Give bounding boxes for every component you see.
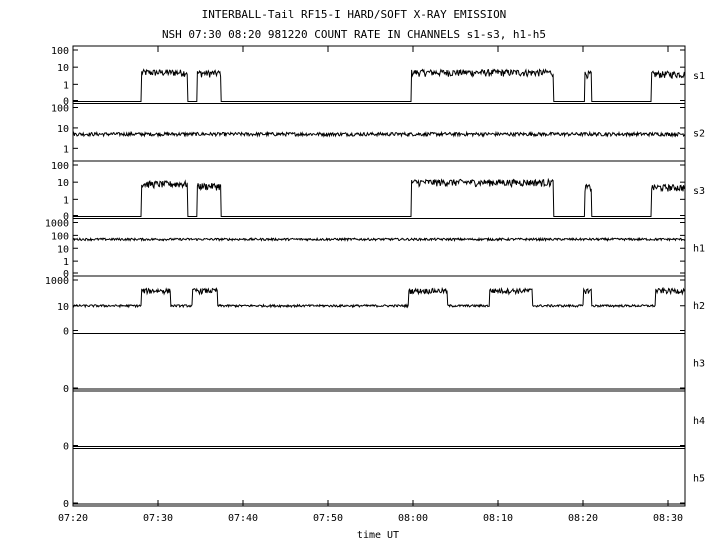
x-tick-label: 08:30 — [653, 513, 683, 524]
panel-frame-h1 — [72, 218, 686, 277]
panel-h5: 0 h5 — [63, 448, 705, 510]
series-line-s3 — [73, 177, 686, 217]
panel-frame-h5 — [72, 448, 686, 507]
y-tick-label-h1: 0 — [63, 269, 69, 280]
y-tick-label-s1: 100 — [51, 46, 69, 57]
panel-frame-h2 — [72, 275, 686, 334]
panel-label-s1: s1 — [693, 71, 705, 82]
panel-label-h5: h5 — [693, 473, 705, 484]
y-tick-label-h2: 0 — [63, 327, 69, 338]
x-tick-label: 08:20 — [568, 513, 598, 524]
y-tick-label-h1: 100 — [51, 231, 69, 242]
panel-frame-h3 — [72, 333, 686, 392]
series-line-s1 — [73, 68, 686, 102]
y-tick-label-s2: 100 — [51, 104, 69, 115]
x-axis-label: time UT — [357, 530, 399, 541]
panel-label-s2: s2 — [693, 128, 705, 139]
panel-group: 1001010s1100101s21001010s310001001010h11… — [45, 45, 705, 510]
panel-h3: 0 h3 — [63, 333, 705, 395]
x-tick-label: 07:30 — [143, 513, 173, 524]
y-tick-label-s3: 1 — [63, 195, 69, 206]
chart-title: INTERBALL-Tail RF15-I HARD/SOFT X-RAY EM… — [202, 8, 507, 21]
y-tick-label-h4: 0 — [63, 442, 69, 453]
y-tick-label-s2: 10 — [57, 124, 69, 135]
panel-label-h3: h3 — [693, 358, 705, 369]
y-tick-label-s1: 10 — [57, 63, 69, 74]
panel-label-h1: h1 — [693, 243, 705, 254]
y-tick-label-h3: 0 — [63, 384, 69, 395]
x-tick-label: 07:20 — [58, 513, 88, 524]
y-tick-label-h5: 0 — [63, 499, 69, 510]
y-tick-label-h2: 10 — [57, 302, 69, 313]
series-line-h1 — [72, 236, 686, 243]
series-line-s2 — [72, 130, 686, 138]
panel-label-h4: h4 — [693, 416, 705, 427]
panel-frame-s1 — [72, 45, 686, 104]
y-tick-label-s3: 10 — [57, 178, 69, 189]
x-tick-label: 08:10 — [483, 513, 513, 524]
series-line-h2 — [72, 286, 686, 309]
panel-s2: 100 10 1 s2 — [51, 103, 705, 162]
x-axis: 07:20 07:30 07:40 07:50 08:00 08:10 08:20 08:30 — [58, 46, 683, 524]
x-tick-label: 07:40 — [228, 513, 258, 524]
panel-h2: 1000 10 0 h2 — [45, 275, 705, 338]
y-tick-label-s1: 1 — [63, 80, 69, 91]
y-tick-label-h1: 1000 — [45, 219, 69, 230]
x-tick-label: 08:00 — [398, 513, 428, 524]
x-tick-label: 07:50 — [313, 513, 343, 524]
y-tick-label-h1: 1 — [63, 257, 69, 268]
y-tick-label-h1: 10 — [57, 244, 69, 255]
panel-label-s3: s3 — [693, 186, 705, 197]
y-tick-label-s3: 0 — [63, 212, 69, 223]
panel-frame-h4 — [72, 390, 686, 449]
panel-label-h2: h2 — [693, 301, 705, 312]
panel-h4: 0 h4 — [63, 390, 705, 453]
y-tick-label-s1: 0 — [63, 97, 69, 108]
y-tick-label-s3: 100 — [51, 161, 69, 172]
panel-frame-s3 — [72, 160, 686, 219]
y-tick-label-h2: 1000 — [45, 276, 69, 287]
chart-subtitle: NSH 07:30 08:20 981220 COUNT RATE IN CHA… — [162, 28, 546, 41]
y-tick-label-s2: 1 — [63, 144, 69, 155]
